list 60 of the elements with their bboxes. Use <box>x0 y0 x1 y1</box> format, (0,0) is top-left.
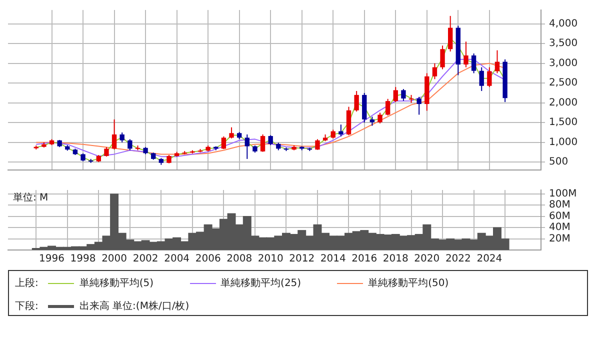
legend-label: 単純移動平均(5) <box>79 277 154 290</box>
y-tick-label: 20M <box>549 233 570 244</box>
y-tick-label: 2,500 <box>549 78 578 89</box>
candlestick <box>471 52 476 74</box>
candlestick <box>487 66 492 88</box>
candlestick <box>448 15 453 52</box>
candlestick <box>401 88 406 102</box>
candlestick <box>120 132 124 143</box>
annotation: 単位: M <box>13 192 48 204</box>
x-tick-label: 2016 <box>352 254 378 265</box>
candlestick <box>315 138 320 150</box>
y-tick-label: 60M <box>549 210 570 222</box>
candlestick <box>354 90 359 112</box>
x-tick-label: 2006 <box>195 254 221 265</box>
y-tick-label: 500 <box>549 156 568 168</box>
candlestick <box>440 45 445 70</box>
candlestick <box>494 50 500 74</box>
y-tick-label: 2,000 <box>549 97 578 108</box>
y-tick-label: 100M <box>549 188 577 200</box>
candlestick <box>432 62 438 80</box>
x-tick-label: 2010 <box>258 254 284 265</box>
candlestick <box>393 86 398 103</box>
candlestick <box>378 112 382 124</box>
candlestick <box>479 66 484 92</box>
x-tick-label: 2020 <box>414 254 440 265</box>
x-tick-label: 2008 <box>226 254 252 265</box>
x-tick-label: 1996 <box>39 254 64 265</box>
candlestick <box>385 98 390 116</box>
x-tick-label: 2012 <box>289 254 315 265</box>
x-tick-label: 2014 <box>320 254 346 265</box>
candlestick <box>104 146 109 158</box>
legend-label: 単純移動平均(50) <box>368 277 449 290</box>
y-tick-label: 1,500 <box>549 117 578 128</box>
candlestick <box>416 96 422 116</box>
x-tick-label: 2024 <box>476 254 502 265</box>
candlestick <box>229 126 234 139</box>
candlestick <box>112 118 117 150</box>
candlestick <box>338 124 344 137</box>
legend-label: 出来高 単位:(M株/口/枚) <box>79 300 190 313</box>
x-tick-label: 2022 <box>445 254 471 265</box>
y-tick-label: 3,000 <box>549 58 578 69</box>
candlestick <box>268 134 273 146</box>
candlestick <box>244 134 250 160</box>
x-tick-label: 2000 <box>102 254 128 265</box>
y-tick-label: 3,500 <box>549 38 578 50</box>
legend-title: 上段: <box>15 276 38 290</box>
y-tick-label: 80M <box>549 200 570 211</box>
x-tick-label: 2018 <box>382 254 408 265</box>
y-tick-label: 1,000 <box>549 136 578 148</box>
candlestick <box>221 136 226 150</box>
y-tick-label: 40M <box>549 222 570 234</box>
y-tick-label: 4,000 <box>549 18 578 30</box>
candlestick <box>464 41 468 68</box>
candlestick <box>260 134 266 152</box>
x-tick-label: 2002 <box>132 254 158 265</box>
candlestick <box>128 138 132 151</box>
x-tick-label: 2004 <box>164 254 190 265</box>
legend-title: 下段: <box>15 300 38 313</box>
x-tick-label: 1998 <box>70 254 96 265</box>
legend-label: 単純移動平均(25) <box>220 277 302 290</box>
